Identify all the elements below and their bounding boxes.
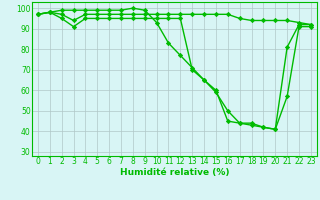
X-axis label: Humidité relative (%): Humidité relative (%) bbox=[120, 168, 229, 177]
